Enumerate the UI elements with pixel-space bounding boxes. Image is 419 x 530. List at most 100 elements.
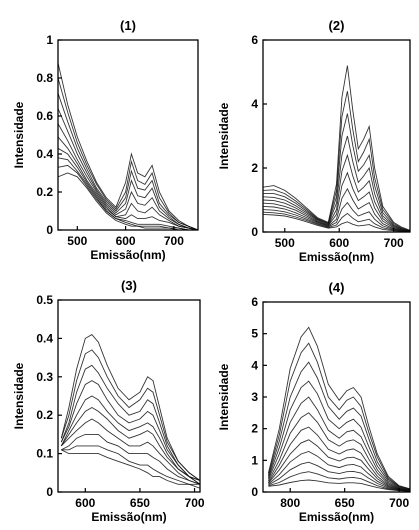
x-tick-label: 500 [67, 234, 87, 248]
spectrum-curve-10 [263, 213, 410, 232]
y-tick-label: 0 [46, 485, 53, 499]
y-tick-label: 0.2 [36, 185, 53, 199]
spectrum-curve-2 [60, 349, 200, 481]
y-tick-label: 0.4 [36, 147, 53, 161]
spectrum-curve-2 [267, 342, 410, 490]
y-tick-label: 0.6 [36, 109, 53, 123]
spectrum-curve-4 [60, 380, 200, 481]
spectrum-curve-5 [267, 396, 410, 491]
y-axis-label: Intensidade [12, 101, 26, 168]
y-tick-label: 4 [251, 358, 258, 372]
y-tick-label: 3 [251, 390, 258, 404]
x-tick-label: 800 [280, 496, 300, 510]
spectrum-curve-9 [61, 445, 200, 485]
plot-frame [57, 299, 201, 493]
chart-panel-1: 0 0.2 0.4 0.6 0.8 1 500 600 700 (1) Emissão(nm) Int… [12, 18, 199, 262]
y-tick-label: 1 [251, 453, 258, 467]
chart-panel-4: 0 1 2 3 4 5 6 800 650 700 (4) Emissão(nm) Intensidad… [217, 280, 411, 524]
y-tick-label: 0 [46, 223, 53, 237]
x-axis-label: Emissão(nm) [91, 510, 166, 524]
spectrum-curve-8 [61, 433, 200, 485]
x-axis-label: Emissão(nm) [299, 510, 374, 524]
spectrum-curve-12 [268, 479, 410, 492]
spectrum-curve-1 [263, 65, 410, 231]
spectrum-curve-9 [268, 451, 410, 492]
x-tick-label: 600 [329, 236, 349, 250]
y-tick-label: 4 [251, 97, 258, 111]
spectrum-curve-10 [268, 461, 410, 492]
y-axis-label: Intensidade [217, 363, 231, 430]
spectrum-curve-8 [263, 201, 410, 232]
y-tick-label: 2 [251, 422, 258, 436]
spectrum-curve-4 [263, 135, 410, 232]
y-tick-label: 0.4 [36, 331, 53, 345]
panel-title: (4) [329, 280, 345, 295]
y-tick-label: 0.5 [36, 293, 53, 307]
spectrum-curve-5 [58, 123, 198, 230]
y-tick-label: 0 [251, 485, 258, 499]
y-tick-label: 1 [46, 33, 53, 47]
y-tick-label: 0.2 [36, 408, 53, 422]
panel-title: (2) [329, 18, 345, 33]
x-axis-label: Emissão(nm) [90, 248, 165, 262]
spectrum-curve-2 [58, 77, 198, 230]
spectrum-curve-5 [263, 153, 410, 232]
x-tick-label: 650 [130, 496, 150, 510]
spectrum-curve-8 [58, 157, 198, 230]
spectrum-curve-4 [58, 108, 198, 230]
spectrum-curve-1 [267, 326, 410, 490]
spectrum-curve-10 [58, 172, 198, 230]
y-tick-label: 0 [251, 225, 258, 239]
spectrum-curve-6 [58, 136, 198, 230]
spectrum-curve-7 [58, 147, 198, 230]
spectrum-curve-6 [268, 412, 410, 491]
x-tick-label: 700 [164, 234, 184, 248]
spectrum-curve-3 [267, 361, 410, 490]
spectrum-curve-7 [268, 426, 410, 491]
spectrum-curve-7 [60, 418, 200, 485]
y-tick-label: 0.8 [36, 71, 53, 85]
plot-frame [57, 39, 199, 231]
spectrum-curve-4 [267, 380, 410, 491]
spectrum-curve-2 [263, 91, 410, 232]
x-axis-label: Emissão(nm) [299, 250, 374, 264]
x-tick-label: 600 [116, 234, 136, 248]
spectrum-curve-6 [60, 406, 200, 485]
curves-group [267, 326, 410, 492]
y-tick-label: 0.3 [36, 370, 53, 384]
x-tick-label: 700 [389, 496, 409, 510]
spectrum-curve-3 [60, 364, 200, 481]
panel-title: (3) [121, 278, 137, 293]
y-tick-label: 2 [251, 161, 258, 175]
chart-panel-3: 0 0.1 0.2 0.3 0.4 0.5 600 650 700 (3) Emissão(nm) I… [12, 278, 205, 524]
spectrum-curve-7 [263, 187, 410, 232]
y-tick-label: 6 [251, 295, 258, 309]
x-tick-label: 500 [275, 236, 295, 250]
x-tick-label: 700 [384, 236, 404, 250]
chart-panel-2: 0 2 4 6 500 600 700 (2) Emissão(nm) Intensidade [217, 18, 411, 264]
spectrum-curve-6 [263, 171, 410, 232]
y-tick-label: 0.1 [36, 447, 53, 461]
spectrum-curve-11 [268, 471, 410, 492]
y-axis-label: Intensidade [217, 102, 231, 169]
spectrum-curve-3 [58, 93, 198, 230]
spectrum-curve-1 [58, 62, 198, 230]
spectrum-curve-9 [263, 211, 410, 232]
spectrum-curve-9 [58, 164, 198, 230]
panel-title: (1) [120, 18, 136, 33]
spectrum-curve-10 [61, 449, 200, 489]
x-tick-label: 600 [75, 496, 95, 510]
spectrum-curve-3 [263, 113, 410, 232]
y-tick-label: 5 [251, 327, 258, 341]
plot-frame [262, 39, 411, 233]
y-axis-label: Intensidade [12, 362, 26, 429]
spectrum-curve-5 [60, 395, 200, 485]
x-tick-label: 700 [185, 496, 205, 510]
spectrum-curve-8 [268, 439, 410, 492]
curves-group [263, 65, 410, 232]
curves-group [60, 334, 200, 489]
curves-group [58, 62, 198, 230]
spectrum-curve-1 [60, 334, 200, 481]
y-tick-label: 6 [251, 33, 258, 47]
